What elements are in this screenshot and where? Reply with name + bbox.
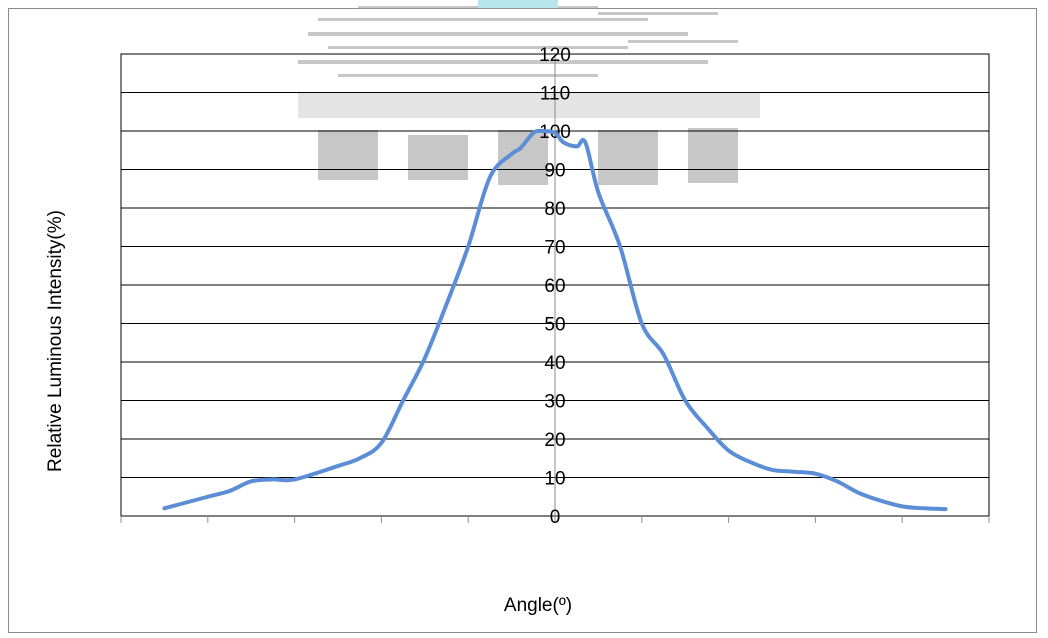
- y-axis-label: Relative Luminous Intensity(%): [45, 210, 66, 472]
- series-lines: [162, 128, 948, 512]
- y-tick-label: 30: [544, 392, 565, 413]
- y-tick-label: 120: [539, 45, 571, 66]
- y-tick-label: 40: [544, 353, 565, 374]
- y-tick-label: 10: [544, 469, 565, 490]
- x-axis-label: Angle(º): [503, 595, 573, 616]
- y-tick-label: 70: [544, 238, 565, 259]
- y-tick-label: 60: [544, 276, 565, 297]
- y-tick-label: 50: [544, 315, 565, 336]
- y-tick-label: 110: [540, 84, 570, 105]
- y-tick-label: 90: [544, 161, 565, 182]
- series-line-0: [162, 128, 948, 512]
- y-tick-label: 80: [544, 199, 565, 220]
- watermark-logo: [298, 0, 760, 205]
- y-tick-label: 20: [544, 430, 565, 451]
- y-tick-label: 0: [550, 507, 561, 528]
